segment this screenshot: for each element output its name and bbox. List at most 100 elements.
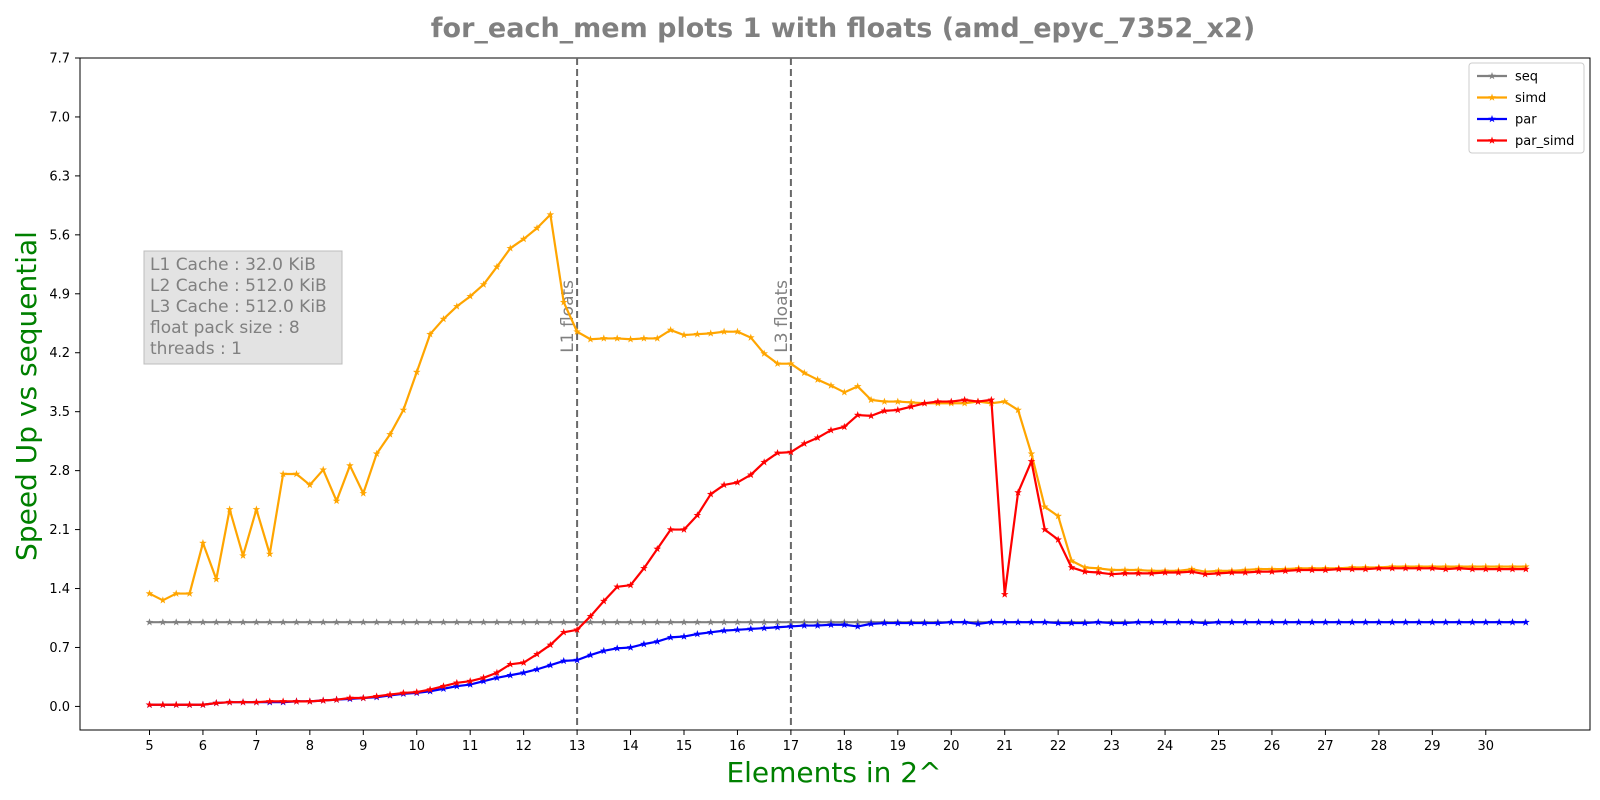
data-point-seq xyxy=(453,618,461,626)
data-point-par_simd xyxy=(1441,565,1450,573)
data-point-par_simd xyxy=(853,411,862,419)
data-point-par_simd xyxy=(586,612,595,620)
data-point-simd xyxy=(573,327,581,335)
data-point-par xyxy=(1522,618,1530,626)
data-point-par_simd xyxy=(840,422,849,431)
data-point-par_simd xyxy=(773,448,782,457)
series-line-simd xyxy=(148,213,1526,602)
data-point-par xyxy=(1054,619,1062,627)
data-point-par_simd xyxy=(506,660,515,668)
info-box-line: threads : 1 xyxy=(150,339,242,359)
data-point-par_simd xyxy=(412,688,421,696)
data-point-seq xyxy=(493,618,501,626)
data-point-par_simd xyxy=(1014,488,1022,496)
data-point-simd xyxy=(199,539,207,547)
y-tick-label: 6.3 xyxy=(49,169,70,184)
data-point-seq xyxy=(225,618,234,626)
data-point-seq xyxy=(693,618,702,626)
y-tick-label: 7.0 xyxy=(49,110,70,125)
data-point-par xyxy=(907,619,915,627)
data-point-par xyxy=(1067,619,1076,627)
data-point-par xyxy=(1081,619,1089,627)
x-axis-label: Elements in 2^ xyxy=(726,756,941,789)
legend-label-par: par xyxy=(1515,113,1537,128)
data-point-par xyxy=(1094,618,1103,626)
data-point-par_simd xyxy=(573,625,581,634)
data-point-par_simd xyxy=(1281,566,1290,575)
data-point-simd xyxy=(800,368,809,377)
y-axis-label: Speed Up vs sequential xyxy=(10,231,43,561)
data-point-par_simd xyxy=(693,511,702,519)
series-line-par_simd xyxy=(149,398,1526,706)
data-point-par_simd xyxy=(1000,590,1009,598)
data-point-par_simd xyxy=(306,697,314,705)
data-point-par_simd xyxy=(1134,569,1143,577)
vline-label-2: L3 floats xyxy=(772,280,792,353)
data-point-seq xyxy=(185,618,194,626)
x-tick-label: 11 xyxy=(462,739,479,754)
data-point-seq xyxy=(239,618,247,626)
data-point-par xyxy=(1468,618,1477,626)
y-tick-label: 3.5 xyxy=(49,405,70,420)
data-point-par xyxy=(773,623,782,631)
data-point-simd xyxy=(399,406,408,414)
data-point-par xyxy=(653,637,662,645)
data-point-par_simd xyxy=(386,690,394,698)
data-point-simd xyxy=(773,359,782,367)
data-point-par xyxy=(1455,618,1463,626)
info-box-line: L1 Cache : 32.0 KiB xyxy=(150,255,316,275)
data-point-seq xyxy=(720,618,728,626)
data-point-par xyxy=(1241,618,1250,626)
data-point-par_simd xyxy=(319,696,328,704)
x-tick-label: 28 xyxy=(1371,739,1388,754)
data-point-par_simd xyxy=(1468,565,1477,573)
data-point-par_simd xyxy=(880,406,889,415)
data-point-seq xyxy=(319,618,328,626)
data-point-par_simd xyxy=(947,397,956,405)
data-point-simd xyxy=(239,551,247,559)
data-point-simd xyxy=(493,262,501,271)
y-tick-label: 2.1 xyxy=(49,523,70,538)
data-point-simd xyxy=(412,368,421,376)
data-point-par xyxy=(867,619,875,628)
data-point-par xyxy=(1107,619,1116,627)
data-point-par xyxy=(840,620,849,628)
data-point-simd xyxy=(853,382,862,390)
data-point-par xyxy=(1121,619,1129,627)
data-point-par_simd xyxy=(1308,566,1316,574)
data-point-par_simd xyxy=(1415,564,1423,572)
data-point-simd xyxy=(880,397,889,405)
data-point-par xyxy=(1228,618,1236,626)
data-point-par xyxy=(880,619,889,627)
data-point-simd xyxy=(466,292,474,300)
legend-label-simd: simd xyxy=(1515,91,1546,106)
data-point-seq xyxy=(733,618,742,626)
data-point-par_simd xyxy=(1401,564,1410,572)
data-point-par_simd xyxy=(159,700,167,708)
data-point-par xyxy=(1441,618,1450,626)
data-point-par_simd xyxy=(640,564,648,572)
data-point-par xyxy=(466,680,474,688)
data-point-par xyxy=(586,651,595,659)
data-point-simd xyxy=(265,550,274,558)
data-point-simd xyxy=(145,589,154,597)
x-tick-label: 16 xyxy=(729,739,746,754)
y-tick-label: 7.7 xyxy=(49,52,70,67)
data-point-par_simd xyxy=(225,698,234,706)
data-point-par_simd xyxy=(1027,457,1036,465)
data-point-par_simd xyxy=(239,698,247,706)
data-point-par xyxy=(1334,618,1343,626)
data-point-simd xyxy=(559,298,568,306)
data-point-seq xyxy=(653,618,662,626)
x-tick-label: 26 xyxy=(1264,739,1281,754)
data-point-par xyxy=(720,626,728,634)
data-point-par xyxy=(894,619,902,627)
data-point-par_simd xyxy=(600,597,608,605)
data-point-par_simd xyxy=(1121,569,1129,577)
data-point-seq xyxy=(626,618,635,626)
data-point-seq xyxy=(399,618,408,626)
data-point-par_simd xyxy=(292,697,301,705)
data-point-simd xyxy=(680,331,688,339)
data-point-par xyxy=(1321,618,1330,626)
data-point-seq xyxy=(853,618,862,626)
